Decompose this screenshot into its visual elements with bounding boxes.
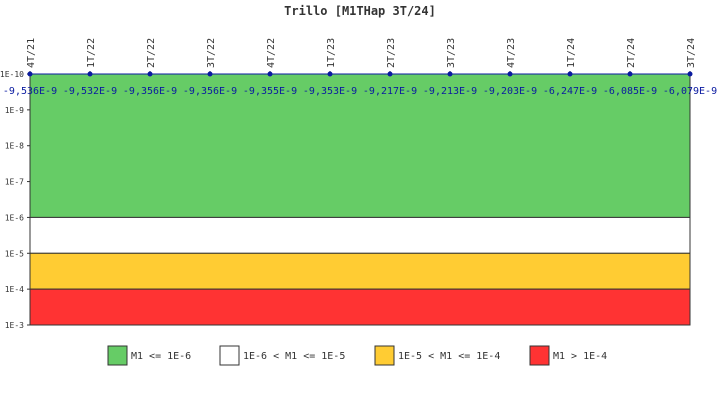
x-tick-label: 3T/22 — [206, 38, 217, 68]
x-tick-label: 3T/24 — [686, 38, 697, 68]
data-point — [627, 71, 633, 77]
data-label: -9,356E-9 — [183, 86, 237, 97]
bands-group — [29, 73, 691, 326]
series-group: -9,536E-9 -9,532E-9 -9,356E-9 -9,356E-9 -9,3… — [3, 71, 717, 97]
band-1 — [29, 216, 691, 254]
data-point — [687, 71, 693, 77]
data-point — [207, 71, 213, 77]
y-tick-label: 1E-6 — [5, 213, 24, 222]
data-label: -9,203E-9 — [483, 86, 537, 97]
x-tick-label: 2T/23 — [386, 38, 397, 68]
legend-label-3: M1 > 1E-4 — [553, 351, 607, 362]
data-point — [267, 71, 273, 77]
data-label: -9,213E-9 — [423, 86, 477, 97]
x-tick-label: 2T/22 — [146, 38, 157, 68]
y-tick-label: 1E-9 — [5, 106, 24, 115]
data-point — [327, 71, 333, 77]
y-axis: 1E-10 1E-9 1E-8 1E-7 1E-6 1E-5 1E-4 1E-3 — [0, 70, 31, 330]
data-label: -9,355E-9 — [243, 86, 297, 97]
band-0 — [29, 73, 691, 218]
legend-swatch-3 — [529, 345, 550, 366]
x-tick-label: 3T/23 — [446, 38, 457, 68]
band-2 — [29, 252, 691, 290]
x-tick-label: 2T/24 — [626, 38, 637, 68]
y-tick-label: 1E-4 — [5, 285, 24, 294]
y-tick-label: 1E-8 — [5, 142, 24, 151]
data-point — [27, 71, 33, 77]
chart-title: Trillo [M1THap 3T/24] — [284, 4, 436, 18]
data-label: -9,217E-9 — [363, 86, 417, 97]
x-tick-label: 4T/23 — [506, 38, 517, 68]
data-point — [387, 71, 393, 77]
y-tick-label: 1E-5 — [5, 249, 24, 258]
data-label: -9,353E-9 — [303, 86, 357, 97]
data-point — [147, 71, 153, 77]
data-point — [567, 71, 573, 77]
y-tick-label: 1E-10 — [0, 70, 24, 79]
x-axis: 4T/21 1T/22 2T/22 3T/22 4T/22 1T/23 2T/23 3T/23… — [26, 38, 697, 74]
data-point — [447, 71, 453, 77]
legend-label-2: 1E-5 < M1 <= 1E-4 — [398, 351, 500, 362]
x-tick-label: 1T/23 — [326, 38, 337, 68]
legend-swatch-0 — [107, 345, 128, 366]
legend-swatch-2 — [374, 345, 395, 366]
x-tick-label: 1T/22 — [86, 38, 97, 68]
x-tick-label: 4T/21 — [26, 38, 37, 68]
data-label: -6,085E-9 — [603, 86, 657, 97]
data-label: -9,536E-9 — [3, 86, 57, 97]
x-tick-label: 4T/22 — [266, 38, 277, 68]
legend-label-0: M1 <= 1E-6 — [131, 351, 191, 362]
data-label: -9,356E-9 — [123, 86, 177, 97]
legend-swatch-1 — [219, 345, 240, 366]
y-tick-label: 1E-3 — [5, 321, 24, 330]
data-label: -9,532E-9 — [63, 86, 117, 97]
data-label: -6,079E-9 — [663, 86, 717, 97]
band-3 — [29, 288, 691, 326]
legend: M1 <= 1E-6 1E-6 < M1 <= 1E-5 1E-5 < M1 <= … — [107, 345, 607, 366]
data-point — [87, 71, 93, 77]
data-point — [507, 71, 513, 77]
data-label: -6,247E-9 — [543, 86, 597, 97]
legend-label-1: 1E-6 < M1 <= 1E-5 — [243, 351, 345, 362]
y-tick-label: 1E-7 — [5, 178, 24, 187]
x-tick-label: 1T/24 — [566, 38, 577, 68]
